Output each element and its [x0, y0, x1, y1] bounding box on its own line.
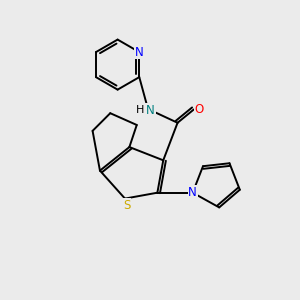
Text: N: N — [135, 46, 144, 59]
Text: N: N — [146, 103, 155, 117]
Text: H: H — [136, 104, 144, 115]
Text: S: S — [123, 199, 130, 212]
Text: N: N — [188, 186, 197, 199]
Text: O: O — [194, 103, 204, 116]
